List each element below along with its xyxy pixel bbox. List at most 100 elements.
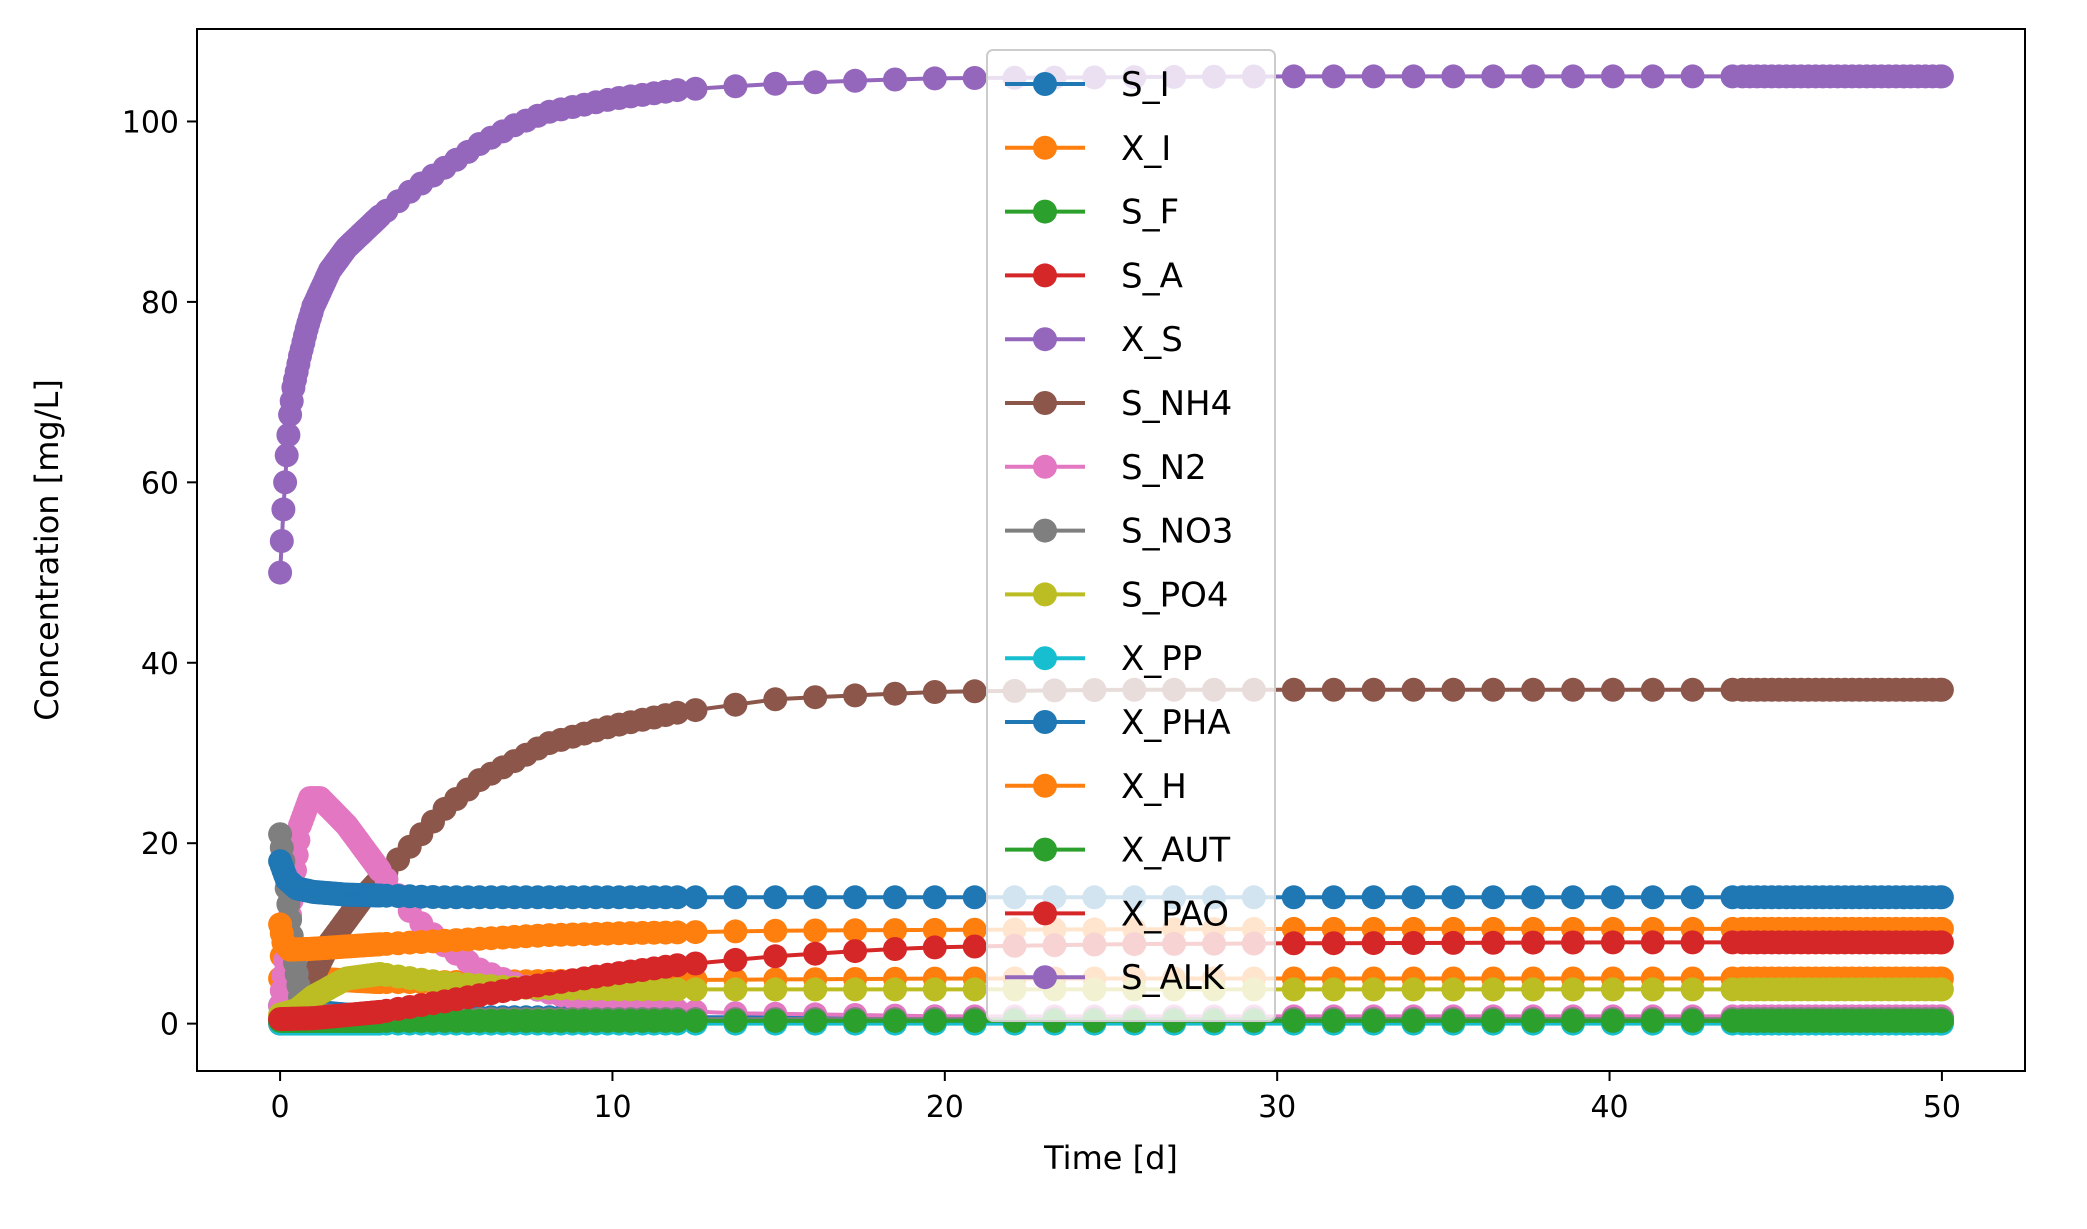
data-point — [1680, 1008, 1705, 1033]
y-axis: 0 20 40 60 80 100 — [122, 105, 197, 1043]
data-point — [1281, 977, 1306, 1002]
data-point — [922, 917, 947, 942]
legend-label: S_A — [1121, 256, 1183, 296]
data-point — [1481, 977, 1506, 1002]
data-point — [1481, 677, 1506, 702]
axes-frame — [196, 28, 2026, 1072]
data-point — [683, 885, 708, 910]
data-point — [883, 885, 907, 910]
data-point — [268, 560, 293, 585]
data-point — [1640, 977, 1665, 1002]
data-point — [1441, 930, 1466, 955]
legend-item: X_I — [1005, 129, 1171, 169]
legend-item: X_AUT — [1005, 831, 1230, 871]
data-point — [1561, 930, 1585, 955]
data-point — [1281, 677, 1306, 702]
data-point — [1281, 1008, 1306, 1033]
data-point — [1521, 977, 1546, 1002]
data-point — [1521, 64, 1546, 89]
data-point — [883, 937, 907, 961]
data-point — [1561, 677, 1585, 702]
data-point — [1401, 885, 1426, 910]
y-tick-label: 80 — [141, 286, 179, 321]
data-point — [1640, 930, 1665, 955]
y-tick-label: 40 — [141, 647, 179, 682]
legend-label: S_N2 — [1121, 448, 1207, 488]
data-point — [1361, 977, 1386, 1002]
data-point — [273, 470, 298, 495]
data-point — [1281, 931, 1306, 956]
data-point — [723, 74, 748, 99]
legend-marker — [1033, 199, 1057, 224]
data-point — [683, 698, 708, 723]
data-point — [763, 71, 788, 96]
legend-marker — [1033, 710, 1057, 734]
data-point — [723, 692, 748, 717]
data-point — [962, 934, 987, 959]
data-point — [1600, 64, 1625, 89]
data-point — [843, 68, 868, 93]
x-tick-label: 20 — [926, 1090, 964, 1125]
x-tick-label: 10 — [593, 1090, 631, 1125]
legend-item: X_PP — [1005, 639, 1202, 679]
data-point — [803, 1008, 828, 1033]
legend-item: S_NH4 — [1005, 384, 1232, 424]
data-point — [1521, 1008, 1546, 1033]
data-point — [1401, 677, 1426, 702]
data-point — [276, 423, 301, 447]
legend-label: S_NH4 — [1121, 384, 1232, 424]
legend-item: X_H — [1005, 767, 1187, 807]
data-point — [843, 683, 868, 708]
data-point — [1680, 885, 1705, 910]
legend-marker — [1033, 135, 1057, 160]
legend-marker — [1033, 965, 1057, 990]
data-point — [723, 885, 748, 910]
data-point — [843, 918, 868, 943]
legend-marker — [1033, 327, 1057, 352]
data-point — [1481, 64, 1506, 89]
data-point — [1680, 977, 1705, 1002]
data-point — [803, 977, 828, 1002]
data-point — [763, 918, 788, 943]
legend-item: X_S — [1005, 320, 1183, 360]
legend-marker — [1033, 72, 1057, 96]
legend-label: S_PO4 — [1121, 575, 1228, 615]
legend-label: X_PP — [1121, 639, 1202, 679]
legend-label: S_ALK — [1121, 958, 1226, 998]
data-point — [683, 76, 708, 101]
data-point — [883, 918, 907, 943]
data-point — [962, 66, 987, 90]
data-point — [1361, 1008, 1386, 1033]
data-point — [1561, 885, 1585, 910]
data-point — [1640, 885, 1665, 910]
data-point — [1929, 1008, 1954, 1033]
data-point — [763, 885, 788, 910]
x-axis: 0 10 20 30 40 50 — [271, 1071, 1961, 1125]
x-axis-label: Time [d] — [1043, 1139, 1178, 1177]
legend-item: S_ALK — [1005, 958, 1226, 998]
data-point — [665, 78, 690, 103]
legend-marker — [1033, 518, 1057, 543]
data-point — [1640, 64, 1665, 89]
legend-item: S_A — [1005, 256, 1183, 296]
data-point — [1361, 885, 1386, 910]
legend-marker — [1033, 263, 1057, 288]
data-point — [665, 1008, 690, 1033]
data-point — [683, 1008, 708, 1033]
data-point — [274, 443, 299, 468]
data-point — [1600, 885, 1625, 910]
data-point — [1401, 931, 1426, 955]
data-point — [723, 947, 748, 972]
data-point — [1441, 1008, 1466, 1033]
data-point — [922, 680, 947, 704]
data-point — [1561, 1008, 1585, 1033]
data-point — [1600, 930, 1625, 955]
data-point — [723, 1008, 748, 1033]
legend-item: S_I — [1005, 65, 1170, 105]
data-point — [1680, 930, 1705, 955]
data-point — [1929, 885, 1954, 910]
legend-marker — [1033, 582, 1057, 607]
legend-marker — [1033, 391, 1057, 415]
data-point — [1680, 677, 1705, 702]
